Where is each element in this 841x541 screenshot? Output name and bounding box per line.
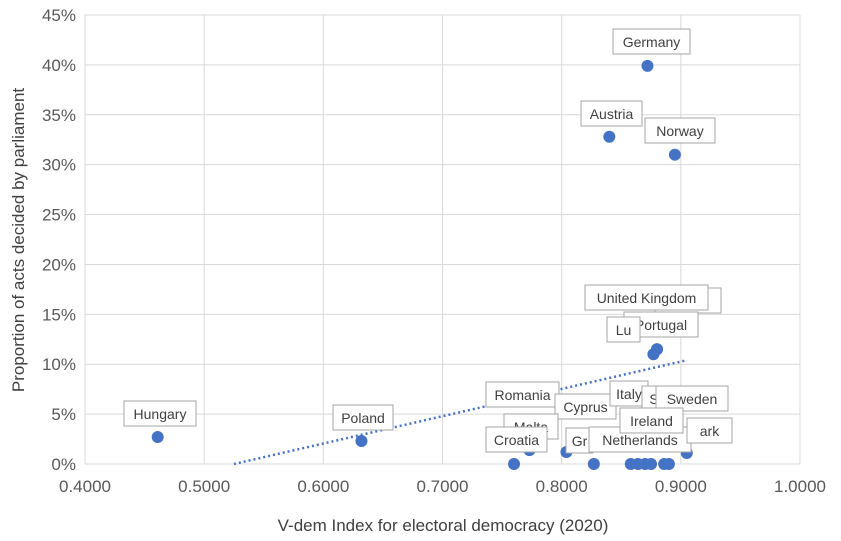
- point-label: Norway: [644, 117, 716, 144]
- point-labels: Germany Austria Norway Hungary Poland United …: [123, 28, 733, 454]
- x-tick-label: 0.7000: [417, 477, 469, 496]
- label-box: [123, 400, 197, 427]
- point-label: Cyprus: [554, 393, 617, 420]
- y-tick-label: 45%: [42, 6, 76, 25]
- point-norway: [668, 148, 681, 161]
- y-tick-label: 15%: [42, 305, 76, 324]
- point-united-kingdom: [651, 343, 663, 356]
- point-greece: [587, 458, 600, 470]
- point-label-text: Cyprus: [563, 399, 607, 415]
- point-label-text: S: [649, 391, 658, 407]
- label-box: [686, 417, 733, 444]
- label-box: [619, 407, 684, 434]
- point-hungary: [151, 431, 164, 444]
- point-label: Hungary: [123, 400, 197, 427]
- y-tick-label: 5%: [51, 405, 76, 424]
- y-tick-label: 10%: [42, 355, 76, 374]
- label-box: [485, 381, 560, 408]
- gridlines: [84, 14, 801, 465]
- y-tick-label: 20%: [42, 255, 76, 274]
- point-label-text: Romania: [494, 387, 550, 403]
- label-box: [554, 393, 617, 420]
- label-box: [584, 284, 709, 311]
- point-label: Germany: [612, 28, 691, 55]
- point-croatia: [508, 458, 520, 470]
- point-label-text: Netherlands: [602, 432, 678, 448]
- point-label: Austria: [580, 100, 643, 127]
- y-tick-label: 25%: [42, 206, 76, 225]
- point-label: Poland: [332, 404, 394, 431]
- point-austria: [603, 130, 616, 143]
- x-axis-title: V-dem Index for electoral democracy (202…: [278, 516, 609, 535]
- label-box: [485, 426, 548, 453]
- x-tick-label: 0.9000: [655, 477, 707, 496]
- point-sweden: [662, 458, 675, 470]
- point-label: Lu: [606, 316, 641, 343]
- point-label-text: Croatia: [494, 432, 539, 448]
- point-poland: [355, 435, 368, 448]
- point-label-text: Italy: [616, 386, 642, 402]
- x-tick-label: 0.5000: [178, 477, 230, 496]
- label-box: [580, 100, 643, 127]
- label-box: [655, 385, 729, 412]
- y-tick-labels: 0% 5% 10% 15% 20% 25% 30% 35% 40% 45%: [42, 6, 76, 474]
- label-box: [644, 117, 716, 144]
- label-box: [612, 28, 691, 55]
- point-label-text: Gr: [572, 433, 588, 449]
- point-label: Ireland: [619, 407, 684, 434]
- point-label-text: Ireland: [630, 413, 673, 429]
- point-slovakia: [645, 458, 658, 470]
- point-label-text: Poland: [341, 410, 385, 426]
- x-tick-label: 0.8000: [536, 477, 588, 496]
- x-tick-label: 0.6000: [297, 477, 349, 496]
- point-label-text: Austria: [590, 106, 634, 122]
- point-label-text: Germany: [623, 34, 681, 50]
- label-box: [332, 404, 394, 431]
- x-tick-labels: 0.4000 0.5000 0.6000 0.7000 0.8000 0.9000 1.00…: [59, 477, 826, 496]
- label-box: [606, 316, 641, 343]
- point-label-text: Hungary: [134, 406, 187, 422]
- point-label-text: Norway: [656, 123, 703, 139]
- y-tick-label: 30%: [42, 156, 76, 175]
- point-label: ark: [686, 417, 733, 444]
- point-label: United Kingdom: [584, 284, 709, 311]
- point-label: Sweden: [655, 385, 729, 412]
- x-tick-label: 1.0000: [774, 477, 826, 496]
- point-label-text: United Kingdom: [597, 290, 697, 306]
- y-tick-label: 40%: [42, 56, 76, 75]
- y-axis-title: Proportion of acts decided by parliament: [9, 88, 28, 393]
- point-germany: [641, 59, 654, 72]
- y-tick-label: 35%: [42, 106, 76, 125]
- point-label: Romania: [485, 381, 560, 408]
- point-label-text: Sweden: [667, 391, 718, 407]
- point-label: Croatia: [485, 426, 548, 453]
- point-label-text: ark: [700, 423, 720, 439]
- x-tick-label: 0.4000: [59, 477, 111, 496]
- y-tick-label: 0%: [51, 455, 76, 474]
- point-italy: [624, 458, 637, 470]
- point-label-text: Lu: [616, 322, 632, 338]
- point-label-text: Portugal: [635, 317, 687, 333]
